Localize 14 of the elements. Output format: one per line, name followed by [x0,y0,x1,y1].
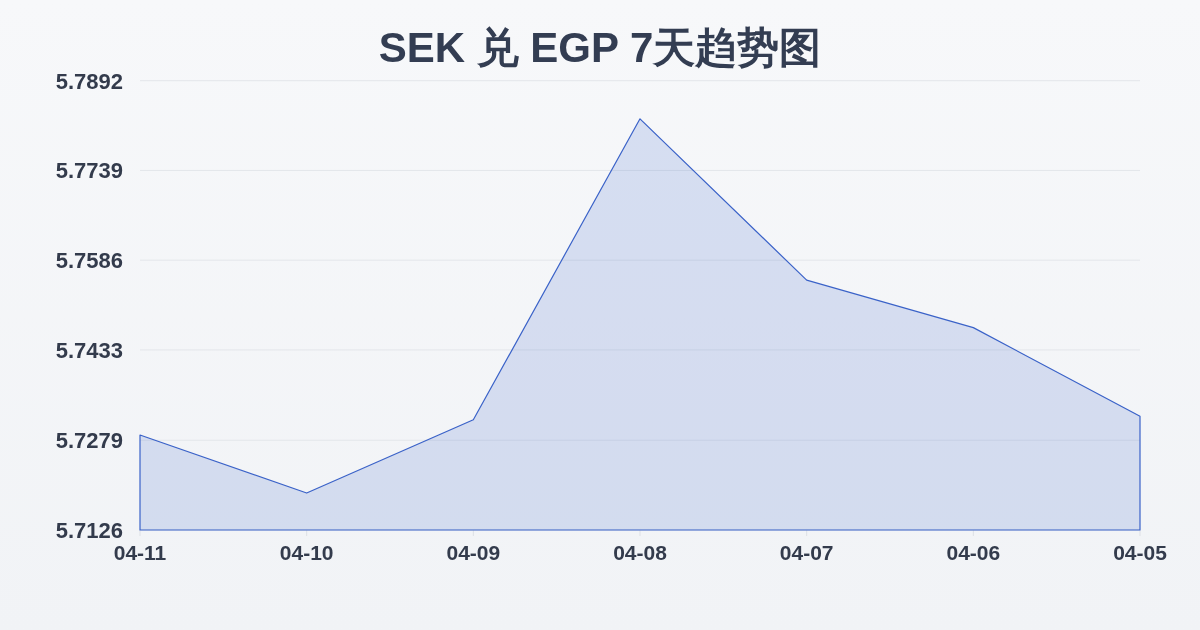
x-tick-label: 04-05 [1113,540,1168,564]
y-tick-label: 5.7126 [55,517,123,543]
x-tick-label: 04-10 [279,540,334,564]
x-tick-label: 04-11 [113,540,167,564]
y-tick-label: 5.7279 [55,427,123,453]
y-tick-label: 5.7433 [55,337,123,363]
x-tick-label: 04-08 [613,540,668,564]
y-tick-label: 5.7586 [55,247,123,273]
x-tick-label: 04-09 [446,540,501,564]
x-tick-label: 04-07 [779,540,834,564]
y-tick-label: 5.7739 [55,157,123,183]
x-tick-label: 04-06 [946,540,1001,564]
chart-title: SEK 兑 EGP 7天趋势图 [378,24,822,71]
y-tick-label: 5.7892 [55,68,123,94]
